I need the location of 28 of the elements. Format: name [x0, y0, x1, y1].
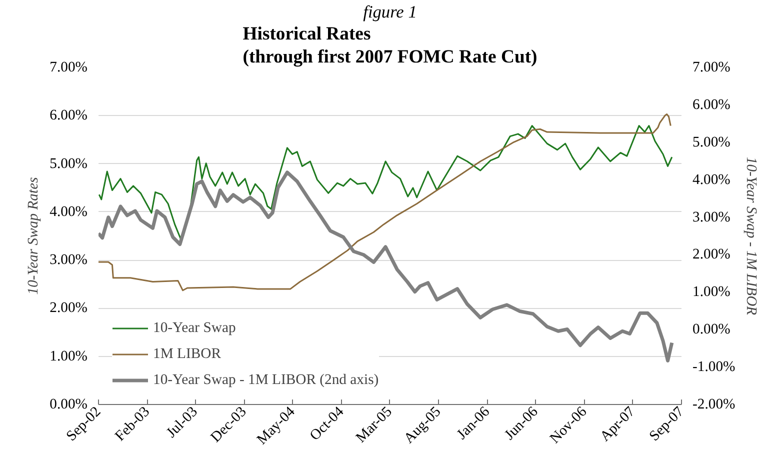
legend-label: 1M LIBOR: [153, 346, 221, 362]
line-series: [98, 125, 673, 240]
legend-label: 10-Year Swap - 1M LIBOR (2nd axis): [153, 372, 379, 388]
y2-tick-label: 1.00%: [692, 284, 730, 300]
y2-tick-label: 3.00%: [692, 209, 730, 226]
y-tick-label: 6.00%: [50, 108, 88, 124]
chart-title: Historical Rates (through first 2007 FOMC Rate Cut): [242, 23, 538, 68]
y2-axis-title: 10-Year Swap - 1M LIBOR: [743, 156, 760, 316]
y-tick-label: 5.00%: [50, 156, 88, 172]
y2-tick-label: 7.00%: [692, 60, 730, 76]
y-tick-label: 7.00%: [50, 60, 88, 76]
y2-tick-label: 0.00%: [692, 322, 730, 338]
y-tick-label: 0.00%: [50, 396, 88, 412]
y-axis-title: 10-Year Swap Rates: [26, 176, 42, 295]
y-tick-label: 1.00%: [50, 348, 88, 364]
legend-label: 10-Year Swap: [153, 320, 236, 336]
y2-tick-label: 6.00%: [692, 96, 730, 113]
y2-tick-label: -2.00%: [692, 396, 736, 412]
y2-tick-label: 4.00%: [692, 172, 730, 188]
y-tick-label: 3.00%: [50, 252, 88, 268]
y-tick-label: 2.00%: [50, 300, 88, 316]
line-series: [98, 170, 674, 362]
y2-tick-label: 2.00%: [692, 246, 730, 263]
y2-tick-label: 5.00%: [692, 134, 730, 150]
y2-tick-label: -1.00%: [692, 359, 736, 376]
y-tick-label: 4.00%: [50, 204, 88, 220]
line-series: [98, 113, 672, 292]
chart-subtitle: figure 1: [363, 2, 417, 22]
